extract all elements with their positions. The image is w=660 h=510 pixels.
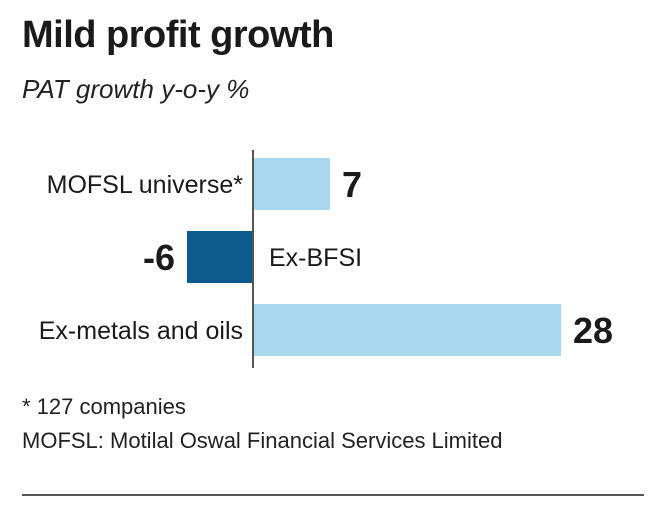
- value-label-ex-metals-and-oils: 28: [573, 310, 613, 351]
- chart-title: Mild profit growth: [22, 14, 334, 56]
- footnote-companies: * 127 companies: [22, 394, 186, 419]
- category-label-ex-metals-and-oils: Ex-metals and oils: [39, 317, 243, 345]
- chart-subtitle: PAT growth y-o-y %: [22, 74, 250, 104]
- bar-chart: MOFSL universe* 7 Ex-BFSI -6 Ex-metals and o…: [39, 150, 613, 368]
- value-label-ex-bfsi: -6: [143, 237, 175, 278]
- bottom-rule: [22, 494, 644, 496]
- value-label-mofsl-universe: 7: [342, 164, 362, 205]
- bar-ex-metals-and-oils: [253, 304, 561, 356]
- category-label-mofsl-universe: MOFSL universe*: [47, 171, 244, 199]
- category-label-ex-bfsi: Ex-BFSI: [269, 244, 362, 272]
- bar-mofsl-universe: [253, 158, 330, 210]
- footnote-mofsl: MOFSL: Motilal Oswal Financial Services …: [22, 428, 503, 453]
- bar-ex-bfsi: [187, 231, 253, 283]
